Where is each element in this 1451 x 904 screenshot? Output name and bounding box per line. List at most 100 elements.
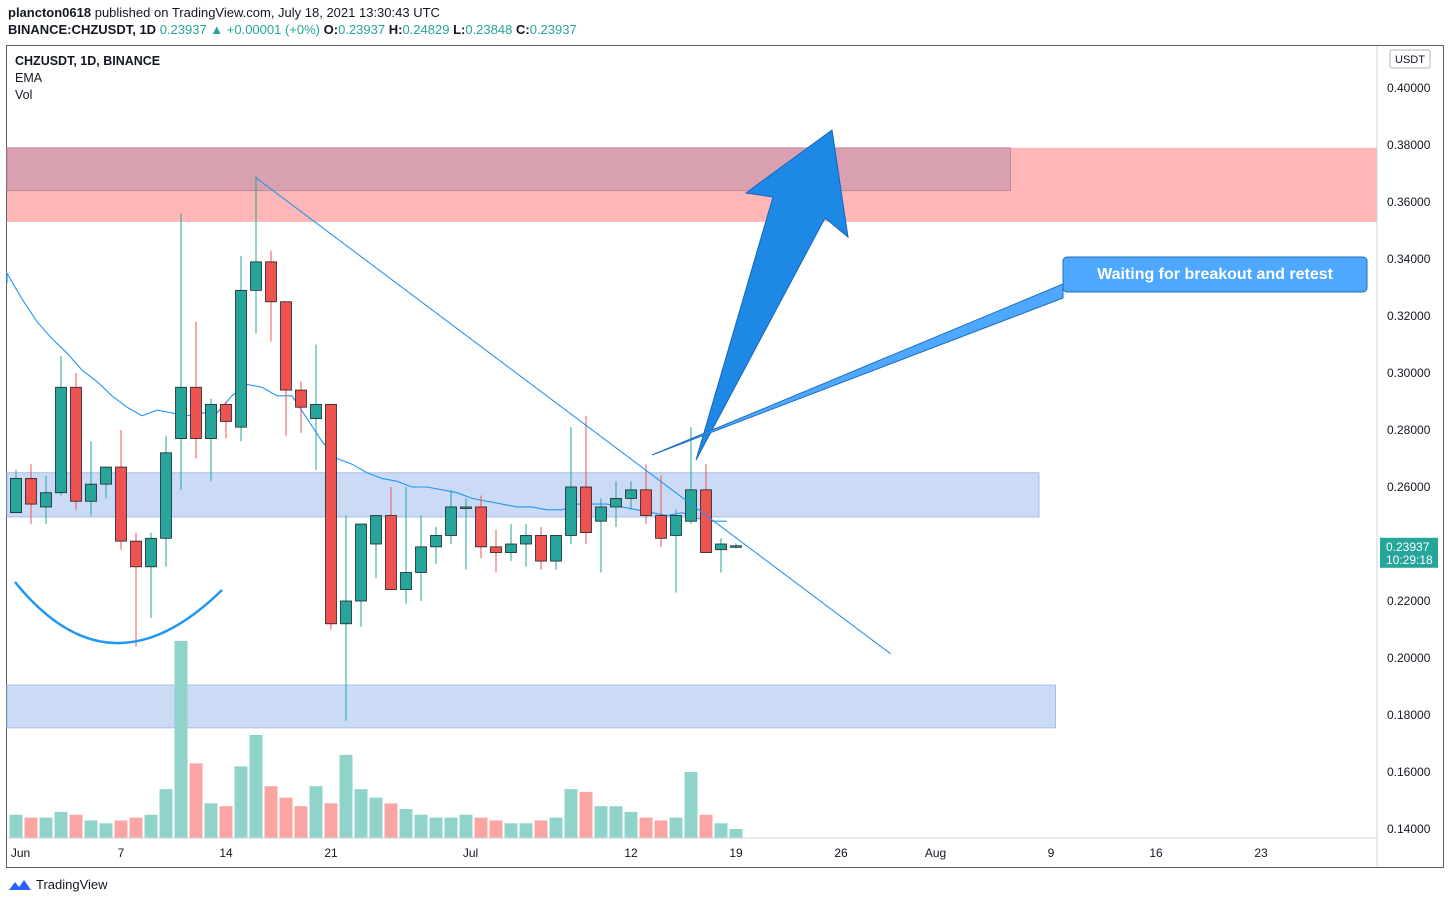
volume-bar-2 [39, 817, 53, 838]
volume-bar-6 [99, 823, 113, 838]
candle-body-45[interactable] [685, 489, 697, 522]
x-tick-label: 12 [624, 846, 638, 860]
zone-blue-2[interactable] [6, 472, 1040, 518]
y-tick-label: 0.20000 [1387, 651, 1431, 665]
legend-vol[interactable]: Vol [15, 88, 33, 102]
x-tick-label: 7 [118, 846, 125, 860]
candle-body-12[interactable] [190, 386, 202, 439]
candle-body-10[interactable] [160, 452, 172, 539]
volume-bar-45 [684, 772, 698, 838]
volume-bar-39 [594, 806, 608, 838]
volume-bar-18 [279, 797, 293, 838]
candle-body-32[interactable] [490, 546, 502, 553]
candle-body-46[interactable] [700, 489, 712, 553]
candle-body-14[interactable] [220, 403, 232, 422]
candle-body-16[interactable] [250, 261, 262, 291]
zone-darkred-1[interactable] [6, 147, 1011, 192]
candle-body-9[interactable] [145, 537, 157, 568]
candle-body-42[interactable] [640, 489, 652, 516]
candle-body-30[interactable] [460, 506, 472, 509]
candle-body-37[interactable] [565, 486, 577, 536]
candle-body-8[interactable] [130, 540, 142, 568]
low-label: L: [453, 22, 466, 37]
candle-body-23[interactable] [355, 523, 367, 602]
candle-body-48[interactable] [730, 545, 742, 548]
candle-body-11[interactable] [175, 386, 187, 439]
candle-body-40[interactable] [610, 497, 622, 508]
candle-body-28[interactable] [430, 535, 442, 548]
candle-body-47[interactable] [715, 543, 727, 551]
candle-body-15[interactable] [235, 289, 247, 428]
candle-body-19[interactable] [295, 389, 307, 408]
candle-body-18[interactable] [280, 301, 292, 391]
candle-body-7[interactable] [115, 466, 127, 542]
volume-bar-36 [549, 817, 563, 838]
volume-bar-48 [729, 829, 743, 838]
volume-bar-27 [414, 814, 428, 838]
descending-trendline[interactable] [255, 177, 891, 655]
candle-body-43[interactable] [655, 515, 667, 539]
volume-bar-21 [324, 803, 338, 838]
chart-frame [6, 45, 1444, 868]
volume-bar-29 [444, 817, 458, 838]
close-value: 0.23937 [529, 22, 577, 37]
candle-body-22[interactable] [340, 600, 352, 625]
callout-box[interactable] [1062, 256, 1368, 293]
publish-info: published on TradingView.com, July 18, 2… [94, 5, 440, 20]
candle-body-39[interactable] [595, 506, 607, 522]
volume-bar-0 [9, 814, 23, 838]
candle-body-38[interactable] [580, 486, 592, 533]
volume-bar-40 [609, 806, 623, 838]
y-tick-label: 0.36000 [1387, 195, 1431, 209]
breakout-arrow-icon[interactable] [695, 129, 849, 461]
candle-body-41[interactable] [625, 489, 637, 499]
rounding-bottom-curve[interactable] [14, 581, 223, 645]
x-tick-label: 19 [729, 846, 743, 860]
candle-body-20[interactable] [310, 403, 322, 420]
candle-body-0[interactable] [10, 478, 22, 514]
y-tick-label: 0.34000 [1387, 252, 1431, 266]
volume-bar-35 [534, 820, 548, 838]
candle-body-29[interactable] [445, 506, 457, 536]
candle-body-2[interactable] [40, 492, 52, 508]
bar-countdown-label: 10:29:18 [1386, 553, 1433, 567]
volume-bar-38 [579, 791, 593, 838]
volume-bar-4 [69, 814, 83, 838]
candle-body-3[interactable] [55, 386, 67, 494]
candle-body-25[interactable] [385, 515, 397, 590]
candle-body-17[interactable] [265, 261, 277, 303]
ema-line [6, 271, 727, 522]
y-tick-label: 0.14000 [1387, 822, 1431, 836]
candle-body-1[interactable] [25, 478, 37, 505]
candle-body-21[interactable] [325, 403, 337, 625]
candle-body-33[interactable] [505, 543, 517, 553]
open-label: O: [323, 22, 339, 37]
candle-body-36[interactable] [550, 535, 562, 562]
candle-body-6[interactable] [100, 466, 112, 485]
zone-blue-3[interactable] [6, 684, 1056, 729]
volume-bar-46 [699, 814, 713, 838]
candle-body-34[interactable] [520, 535, 532, 545]
x-tick-label: 23 [1254, 846, 1268, 860]
x-tick-label: 26 [834, 846, 848, 860]
footer-brand[interactable]: TradingView [8, 877, 108, 892]
candle-body-13[interactable] [205, 403, 217, 439]
volume-bar-22 [339, 754, 353, 838]
legend-ema[interactable]: EMA [15, 71, 43, 85]
candle-body-4[interactable] [70, 386, 82, 502]
callout-pointer [651, 283, 1064, 456]
candle-body-44[interactable] [670, 515, 682, 536]
candle-body-31[interactable] [475, 506, 487, 548]
candle-body-5[interactable] [85, 483, 97, 502]
candle-body-26[interactable] [400, 572, 412, 591]
candle-body-35[interactable] [535, 535, 547, 562]
high-label: H: [388, 22, 403, 37]
candle-body-27[interactable] [415, 546, 427, 573]
x-tick-label: 14 [219, 846, 233, 860]
candle-body-24[interactable] [370, 515, 382, 545]
y-tick-label: 0.26000 [1387, 480, 1431, 494]
volume-bar-34 [519, 823, 533, 838]
currency-button[interactable] [1389, 49, 1431, 69]
tradingview-logo-icon [9, 879, 31, 890]
